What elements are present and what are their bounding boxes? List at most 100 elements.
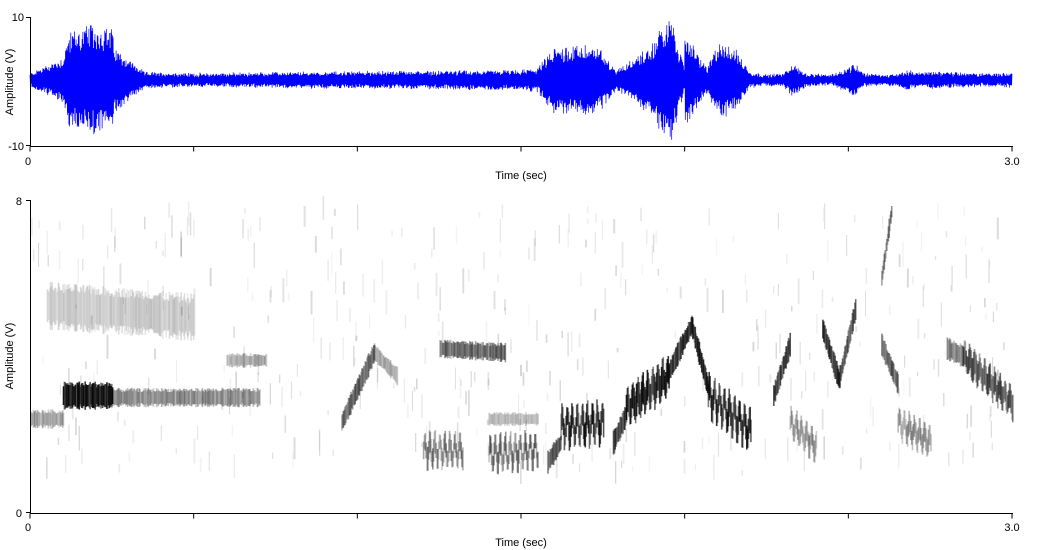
spectrogram-stroke (182, 300, 184, 333)
spectrogram-stroke (65, 289, 68, 325)
spectrogram-stroke (737, 406, 740, 435)
spectrogram-noise-streak (342, 337, 344, 361)
spectrogram-stroke (44, 410, 46, 428)
spectrogram-stroke (177, 292, 179, 340)
waveform-x-axis-label: Time (sec) (495, 170, 547, 182)
spectrogram-stroke (434, 430, 437, 454)
spectrogram-noise-streak (416, 378, 418, 390)
spectrogram-stroke (366, 357, 368, 381)
spectrogram-stroke (500, 342, 503, 362)
spectrogram-stroke (191, 298, 193, 336)
spectrogram-noise-streak (526, 360, 528, 372)
spectrogram-stroke (49, 412, 51, 426)
spectrogram-stroke (651, 369, 654, 395)
spectrogram-stroke (67, 384, 70, 407)
spectrogram-stroke (676, 343, 679, 367)
spectrogram-stroke (238, 353, 240, 367)
spectrogram-stroke (621, 413, 624, 435)
spectrogram-stroke (108, 293, 111, 328)
spectrogram-noise-streak (353, 345, 355, 367)
spectrogram-stroke (120, 297, 122, 326)
spectrogram-stroke (123, 391, 126, 404)
spectrogram-stroke (680, 336, 682, 360)
spectrogram-stroke (239, 354, 242, 366)
spectrogram-noise-streak (923, 283, 926, 291)
spectrogram-stroke (220, 389, 223, 406)
spectrogram-stroke (895, 370, 897, 386)
spectrogram-stroke (470, 344, 473, 357)
spectrogram-stroke (908, 410, 910, 435)
spectrogram-stroke (1004, 380, 1007, 402)
spectrogram-noise-streak (403, 378, 406, 403)
spectrogram-stroke (831, 346, 833, 368)
spectrogram-stroke (492, 455, 494, 472)
spectrogram-stroke (499, 413, 501, 425)
spectrogram-stroke (780, 365, 782, 380)
spectrogram-stroke (517, 449, 519, 474)
spectrogram-stroke (459, 343, 461, 357)
spectrogram-stroke (357, 378, 360, 395)
spectrogram-stroke (494, 414, 497, 425)
spectrogram-stroke (920, 435, 923, 453)
spectrogram-stroke (348, 398, 351, 416)
spectrogram-noise-streak (717, 432, 720, 457)
spectrogram-stroke (62, 284, 64, 330)
spectrogram-stroke (229, 356, 232, 365)
spectrogram-stroke (440, 340, 443, 358)
spectrogram-noise-streak (634, 431, 636, 456)
spectrogram-stroke (178, 301, 181, 331)
spectrogram-stroke (63, 381, 66, 410)
spectrogram-noise-streak (796, 435, 798, 452)
spectrogram-noise-streak (457, 406, 460, 418)
spectrogram-stroke (180, 390, 182, 405)
spectrogram-noise-streak (468, 390, 470, 416)
spectrogram-noise-streak (487, 371, 490, 390)
spectrogram-stroke (497, 414, 499, 425)
spectrogram-stroke (58, 410, 61, 428)
spectrogram-stroke (488, 342, 490, 361)
spectrogram-stroke (251, 391, 254, 404)
spectrogram-noise-streak (984, 298, 986, 308)
spectrogram-panel: 8 0 Amplitude (V) 0 3.0 Time (sec) (4, 196, 1020, 549)
spectrogram-noise-streak (58, 250, 61, 270)
spectrogram-noise-streak (244, 207, 246, 214)
spectrogram-noise-streak (296, 363, 298, 377)
spectrogram-stroke (176, 390, 179, 406)
spectrogram-stroke (514, 432, 516, 453)
spectrogram-stroke (514, 412, 516, 427)
spectrogram-noise-streak (757, 325, 759, 350)
spectrogram-stroke (457, 441, 460, 460)
spectrogram-stroke (654, 381, 657, 404)
spectrogram-stroke (150, 391, 153, 404)
spectrogram-component (691, 316, 710, 395)
spectrogram-noise-streak (188, 314, 190, 320)
spectrogram-stroke (259, 389, 261, 406)
spectrogram-stroke (378, 350, 381, 366)
spectrogram-stroke (503, 414, 505, 424)
spectrogram-stroke (646, 369, 649, 401)
spectrogram-stroke (972, 357, 974, 383)
spectrogram-noise-streak (572, 454, 574, 464)
spectrogram-stroke (968, 343, 971, 371)
spectrogram-component (373, 343, 399, 386)
spectrogram-stroke (522, 453, 524, 470)
spectrogram-stroke (361, 368, 364, 388)
waveform-panel: 10 -10 Amplitude (V) 0 3.0 Time (sec) (4, 12, 1020, 182)
spectrogram-stroke (883, 341, 886, 361)
spectrogram-noise-streak (821, 289, 824, 308)
spectrogram-stroke (157, 389, 160, 406)
spectrogram-stroke (50, 409, 52, 429)
spectrogram-stroke (34, 410, 36, 428)
spectrogram-stroke (677, 341, 680, 365)
spectrogram-noise-streak (722, 290, 724, 313)
spectrogram-stroke (681, 339, 683, 353)
spectrogram-noise-streak (646, 229, 648, 245)
spectrogram-stroke (161, 296, 163, 333)
spectrogram-stroke (803, 433, 806, 452)
spectrogram-stroke (135, 391, 137, 404)
spectrogram-stroke (440, 340, 442, 357)
spectrogram-stroke (483, 345, 485, 357)
spectrogram-stroke (377, 346, 379, 366)
spectrogram-stroke (702, 359, 705, 379)
spectrogram-noise-streak (769, 374, 772, 383)
